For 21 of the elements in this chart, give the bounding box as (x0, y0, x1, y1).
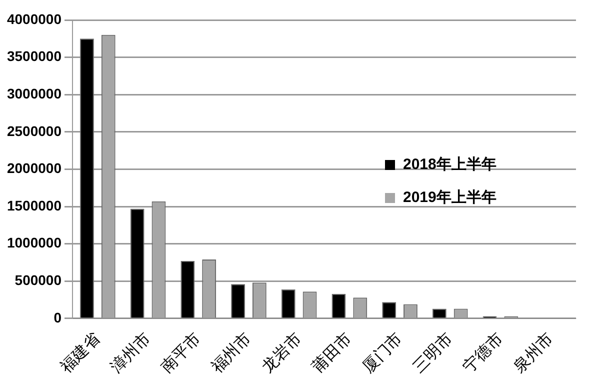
y-tick-label: 1500000 (6, 197, 62, 214)
x-tick-label: 南平市 (158, 329, 204, 376)
x-tick-label: 龙岩市 (258, 329, 306, 376)
y-tick-label: 1000000 (6, 234, 62, 251)
x-tick-label: 福州市 (208, 329, 255, 376)
x-tick-label: 漳州市 (107, 329, 154, 376)
y-tick-label: 0 (54, 309, 62, 326)
y-tick-label: 500000 (14, 272, 62, 288)
x-tick-label: 三明市 (409, 329, 456, 376)
y-tick-label: 3000000 (6, 85, 62, 102)
y-tick-label: 2000000 (6, 160, 62, 176)
y-tick-label: 2500000 (6, 122, 62, 139)
x-tick-label: 宁德市 (460, 329, 506, 376)
legend-label: 2018年上半年 (403, 155, 496, 174)
y-tick-label: 3500000 (6, 48, 62, 64)
y-tick-label: 4000000 (6, 10, 62, 27)
x-tick-label: 莆田市 (308, 329, 356, 376)
x-tick-label: 福建省 (56, 329, 104, 376)
x-tick-label: 泉州市 (510, 329, 557, 376)
legend-label: 2019年上半年 (403, 188, 496, 207)
x-tick-label: 厦门市 (359, 329, 406, 376)
